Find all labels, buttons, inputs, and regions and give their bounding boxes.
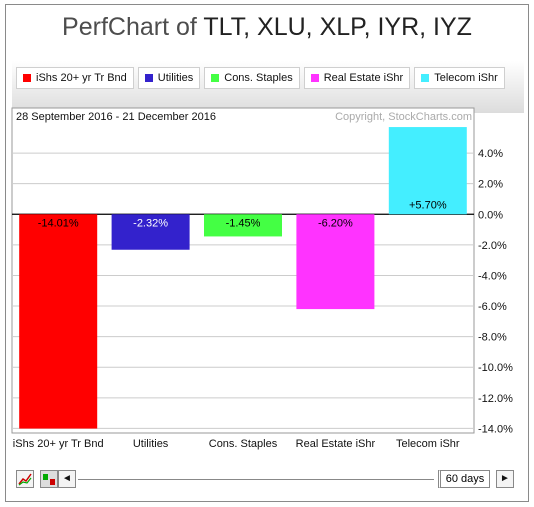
legend-item[interactable]: Telecom iShr xyxy=(414,67,505,89)
date-slider-track[interactable] xyxy=(78,479,434,480)
y-tick-label: -6.0% xyxy=(478,301,507,313)
scroll-left-button[interactable]: ◄ xyxy=(58,470,76,488)
x-category-label: Real Estate iShr xyxy=(296,438,376,450)
title-prefix: PerfChart of xyxy=(62,13,197,41)
bar xyxy=(19,214,98,429)
bar-value-label: +5.70% xyxy=(409,199,447,211)
bar-value-label: -14.01% xyxy=(38,217,79,229)
legend-item[interactable]: iShs 20+ yr Tr Bnd xyxy=(16,67,134,89)
legend-swatch xyxy=(211,74,220,82)
x-category-label: Cons. Staples xyxy=(209,438,278,450)
bar-value-label: -6.20% xyxy=(318,217,353,229)
y-tick-label: -12.0% xyxy=(478,393,513,405)
chart-controls: ◄ 60 days ► xyxy=(16,470,520,490)
x-category-label: iShs 20+ yr Tr Bnd xyxy=(13,438,104,450)
bar xyxy=(388,127,467,215)
date-range: 28 September 2016 - 21 December 2016 xyxy=(16,111,216,123)
bar-value-label: -2.32% xyxy=(133,217,168,229)
legend-swatch xyxy=(310,74,319,82)
bar-view-icon[interactable] xyxy=(40,470,58,488)
y-tick-label: -8.0% xyxy=(478,332,507,344)
y-tick-label: -14.0% xyxy=(478,423,513,435)
y-tick-label: 2.0% xyxy=(478,179,503,191)
copyright: Copyright, StockCharts.com xyxy=(335,111,472,123)
legend-swatch xyxy=(144,74,153,82)
period-selector[interactable]: 60 days xyxy=(438,470,490,488)
legend-bar: iShs 20+ yr Tr Bnd Utilities Cons. Staples… xyxy=(12,61,524,113)
y-tick-label: -10.0% xyxy=(478,362,513,374)
y-tick-label: -4.0% xyxy=(478,270,507,282)
y-tick-label: 4.0% xyxy=(478,148,503,160)
chart-type-icon[interactable] xyxy=(16,470,34,488)
legend-swatch xyxy=(23,74,31,82)
scroll-right-button[interactable]: ► xyxy=(496,470,514,488)
bar xyxy=(204,214,282,237)
legend-swatch xyxy=(421,74,430,82)
legend-label: Cons. Staples xyxy=(224,72,293,84)
legend-item[interactable]: Utilities xyxy=(137,67,201,89)
chart-title: PerfChart of TLT, XLU, XLP, IYR, IYZ xyxy=(6,5,528,49)
legend: iShs 20+ yr Tr Bnd Utilities Cons. Staples… xyxy=(12,67,505,89)
legend-item[interactable]: Cons. Staples xyxy=(204,67,300,89)
legend-label: iShs 20+ yr Tr Bnd xyxy=(36,72,127,84)
title-symbols: TLT, XLU, XLP, IYR, IYZ xyxy=(203,13,472,41)
bar-value-label: -1.45% xyxy=(226,217,261,229)
y-tick-label: 0.0% xyxy=(478,209,503,221)
bar xyxy=(111,214,190,250)
legend-label: Real Estate iShr xyxy=(323,72,404,84)
legend-item[interactable]: Real Estate iShr xyxy=(303,67,411,89)
x-category-label: Utilities xyxy=(133,438,169,450)
y-tick-label: -2.0% xyxy=(478,240,507,252)
legend-label: Utilities xyxy=(157,72,194,84)
bar xyxy=(296,214,375,310)
legend-label: Telecom iShr xyxy=(434,72,498,84)
x-category-label: Telecom iShr xyxy=(396,438,460,450)
bar-chart: 28 September 2016 - 21 December 2016 Copy… xyxy=(11,107,513,450)
